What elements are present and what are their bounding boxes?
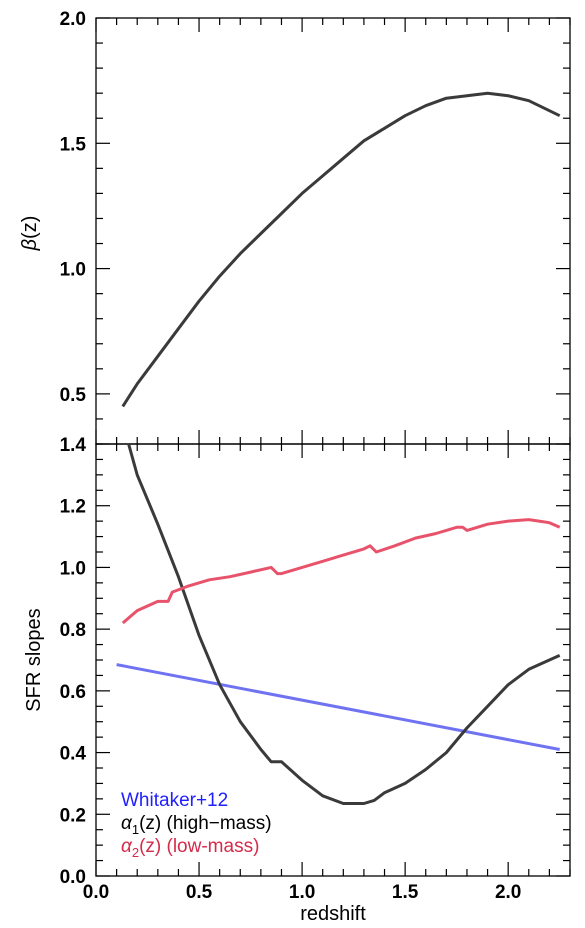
sfr-series bbox=[116, 444, 561, 805]
y-tick-label: 0.2 bbox=[60, 805, 86, 826]
y-tick-label: 1.0 bbox=[60, 558, 86, 579]
x-tick-label: 0.5 bbox=[186, 882, 213, 903]
beta-line bbox=[121, 91, 561, 408]
y-tick-label: 0.6 bbox=[60, 682, 86, 703]
sfr-y-tick-labels: 0.0 0.2 0.4 0.6 0.8 1.0 1.2 1.4 bbox=[60, 435, 87, 888]
whitaker-line bbox=[116, 663, 560, 751]
legend: Whitaker+12 α1(z) (high−mass) α2(z) (low… bbox=[121, 790, 272, 860]
sfr-y-axis-title: SFR slopes bbox=[23, 608, 45, 711]
beta-ticks bbox=[95, 17, 571, 445]
y-tick-label: 0.5 bbox=[60, 385, 87, 406]
y-tick-label: 0.4 bbox=[60, 744, 87, 765]
y-tick-label: 1.5 bbox=[60, 134, 87, 155]
x-axis-title: redshift bbox=[300, 903, 366, 925]
beta-y-tick-labels: 0.5 1.0 1.5 2.0 bbox=[60, 9, 87, 406]
legend-whitaker: Whitaker+12 bbox=[121, 790, 228, 811]
legend-alpha2: α2(z) (low-mass) bbox=[121, 836, 259, 860]
y-tick-label: 2.0 bbox=[60, 9, 86, 30]
x-tick-label: 1.0 bbox=[289, 882, 315, 903]
sfr-ticks bbox=[95, 443, 571, 877]
beta-panel: 0.5 1.0 1.5 2.0 β(z) bbox=[19, 9, 571, 445]
beta-y-axis-title: β(z) bbox=[19, 216, 41, 252]
x-tick-label: 2.0 bbox=[495, 882, 521, 903]
y-tick-label: 0.0 bbox=[60, 867, 86, 888]
alpha2-line bbox=[121, 518, 561, 625]
x-tick-label: 1.5 bbox=[392, 882, 419, 903]
alpha1-line bbox=[127, 444, 561, 805]
y-tick-label: 1.0 bbox=[60, 260, 86, 281]
x-tick-label: 0.0 bbox=[83, 882, 109, 903]
sfr-slopes-panel: 0.0 0.2 0.4 0.6 0.8 1.0 1.2 1.4 0.0 0.5 1.0 1.5 2.0… bbox=[23, 435, 571, 925]
beta-series bbox=[121, 91, 561, 408]
x-tick-labels: 0.0 0.5 1.0 1.5 2.0 bbox=[83, 882, 522, 903]
legend-alpha1: α1(z) (high−mass) bbox=[121, 813, 272, 837]
y-tick-label: 1.2 bbox=[60, 497, 86, 518]
y-tick-label: 0.8 bbox=[60, 620, 86, 641]
sfr-panel-frame bbox=[95, 443, 571, 877]
beta-panel-frame bbox=[95, 17, 571, 445]
y-tick-label: 1.4 bbox=[60, 435, 87, 456]
